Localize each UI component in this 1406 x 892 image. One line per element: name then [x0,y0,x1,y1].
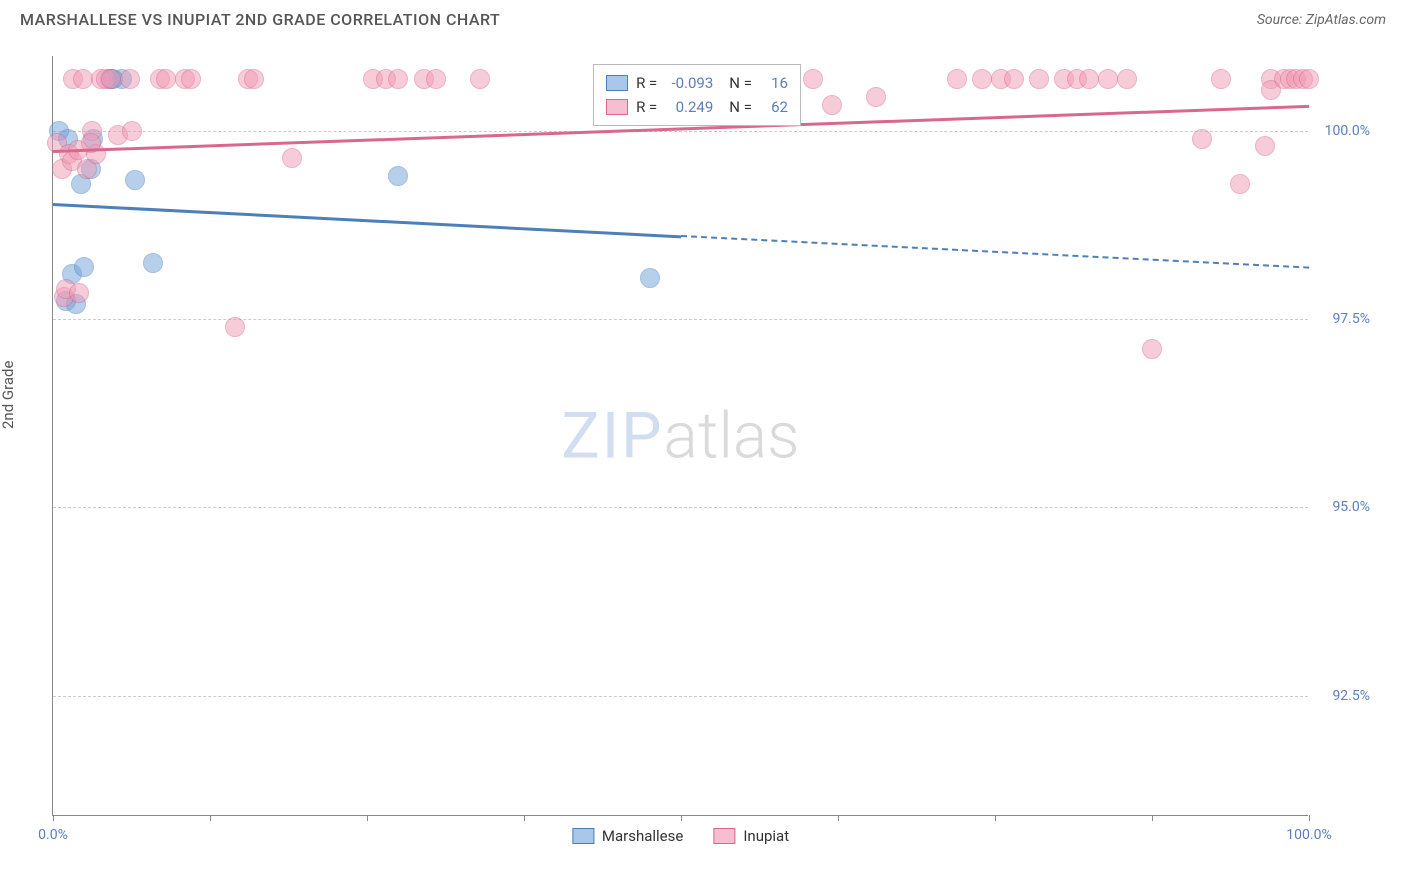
scatter-point [143,253,163,273]
scatter-point [1004,69,1024,89]
scatter-point [1255,136,1275,156]
y-tick-label: 97.5% [1332,311,1370,327]
chart-plot-area: ZIPatlas MarshalleseInupiat 92.5%95.0%97… [52,56,1308,816]
scatter-point [388,166,408,186]
scatter-point [1079,69,1099,89]
gridline-h [53,696,1308,697]
scatter-point [947,69,967,89]
x-tick [367,815,368,821]
scatter-point [640,268,660,288]
r-value: 0.249 [665,98,713,116]
r-value: -0.093 [665,74,713,92]
scatter-point [470,69,490,89]
x-tick [681,815,682,821]
scatter-point [1098,69,1118,89]
x-tick [53,815,54,821]
scatter-point [388,69,408,89]
x-tick [210,815,211,821]
legend-label: Marshallese [602,827,683,845]
scatter-point [181,69,201,89]
n-value: 16 [760,74,788,92]
scatter-point [1211,69,1231,89]
trendline-dashed [681,235,1309,269]
x-tick-label: 100.0% [1286,827,1331,843]
x-tick-label: 0.0% [38,827,68,843]
scatter-point [69,283,89,303]
scatter-point [803,69,823,89]
gridline-h [53,507,1308,508]
scatter-point [125,170,145,190]
scatter-point [1142,339,1162,359]
chart-title: MARSHALLESE VS INUPIAT 2ND GRADE CORRELA… [20,10,500,29]
legend-item: Inupiat [713,827,789,845]
x-tick [995,815,996,821]
legend-item: Marshallese [572,827,683,845]
n-value: 62 [760,98,788,116]
gridline-h [53,131,1308,132]
y-tick-label: 92.5% [1332,688,1370,704]
legend-label: Inupiat [743,827,789,845]
scatter-point [1299,69,1319,89]
scatter-point [822,95,842,115]
scatter-point [122,121,142,141]
scatter-point [156,69,176,89]
legend-swatch [606,99,628,115]
y-tick-label: 100.0% [1325,123,1370,139]
r-label: R = [636,98,657,116]
scatter-point [244,69,264,89]
scatter-point [866,87,886,107]
scatter-point [1117,69,1137,89]
scatter-point [282,148,302,168]
scatter-point [74,257,94,277]
stats-legend-row: R = -0.093 N = 16 [606,71,788,95]
source-label: Source: ZipAtlas.com [1257,12,1386,28]
y-tick-label: 95.0% [1332,499,1370,515]
bottom-legend: Marshallese Inupiat [572,827,789,845]
r-label: R = [636,74,657,92]
scatter-point [1192,129,1212,149]
x-tick [524,815,525,821]
legend-swatch [606,75,628,91]
stats-legend-row: R = 0.249 N = 62 [606,95,788,119]
n-label: N = [729,74,752,92]
scatter-point [101,69,121,89]
x-tick [838,815,839,821]
scatter-point [120,69,140,89]
x-tick [1152,815,1153,821]
scatter-point [1230,174,1250,194]
watermark: ZIPatlas [561,398,799,473]
legend-swatch [572,828,594,844]
scatter-point [426,69,446,89]
scatter-point [972,69,992,89]
y-axis-label: 2nd Grade [0,361,17,429]
stats-legend: R = -0.093 N = 16 R = 0.249 N = 62 [593,64,801,126]
scatter-point [225,317,245,337]
x-tick [1309,815,1310,821]
n-label: N = [729,98,752,116]
scatter-point [1029,69,1049,89]
trendline [53,203,681,238]
legend-swatch [713,828,735,844]
